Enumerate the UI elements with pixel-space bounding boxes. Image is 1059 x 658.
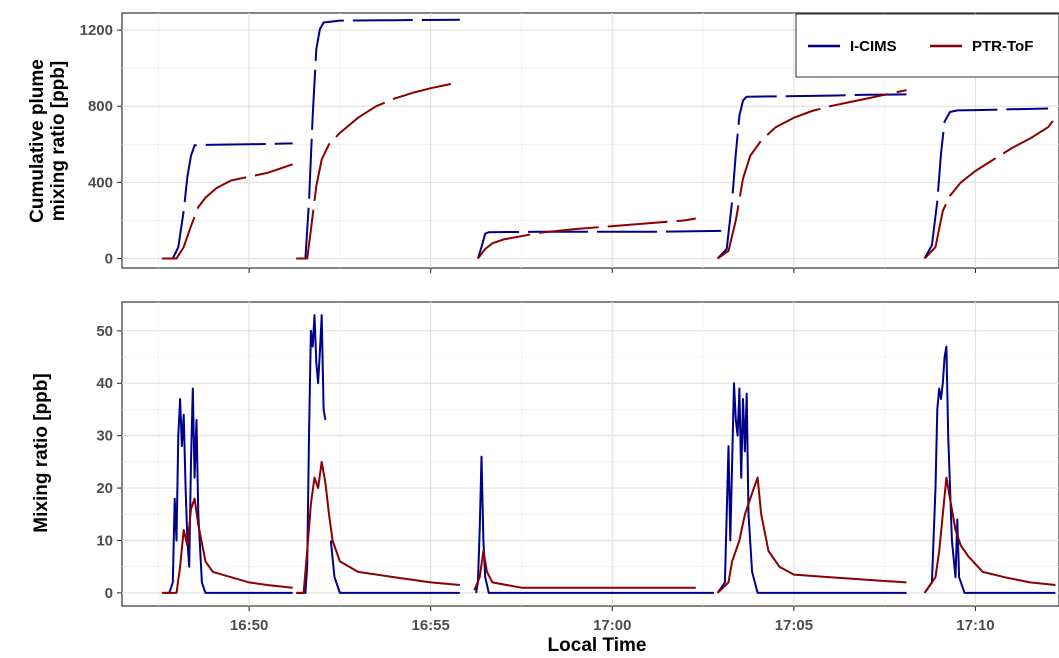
x-tick-label-2: 17:00 [593,617,631,634]
bottom-series-ptr-tof-segment-0 [161,497,293,594]
bottom-panel-series [161,314,1056,594]
bottom-series-i-cims-segment-2 [329,540,460,594]
top-y-axis-title-line2: mixing ratio [ppb] [48,61,69,221]
top-series-i-cims-segment-0 [161,142,293,260]
x-axis-title: Local Time [548,635,647,656]
bottom-y-tick-label-4: 40 [96,375,113,392]
top-series-i-cims-segment-1 [296,18,460,260]
bottom-series-ptr-tof-segment-1 [296,460,460,594]
bottom-y-tick-label-0: 0 [105,585,113,602]
top-y-tick-label-1: 400 [88,174,113,191]
top-y-tick-label-0: 0 [105,250,113,267]
legend: I-CIMS PTR-ToF [795,13,1059,78]
top-series-ptr-tof-segment-4 [923,117,1057,260]
bottom-y-tick-label-2: 20 [96,480,113,497]
legend-label-ptr-tof: PTR-ToF [972,38,1033,55]
top-panel: 0 400 800 1200 Cumulative plume mixing rati… [27,12,1059,273]
bottom-y-tick-label-3: 30 [96,428,113,445]
x-axis-ticks: 16:50 16:55 17:00 17:05 17:10 [230,617,995,634]
bottom-panel-y-ticks: 0 10 20 30 40 50 [96,323,977,611]
top-panel-grid [122,13,1059,268]
bottom-series-i-cims-segment-1 [296,314,327,594]
x-tick-label-3: 17:05 [775,617,813,634]
top-y-tick-label-3: 1200 [80,22,113,39]
top-panel-series [161,18,1057,260]
bottom-y-tick-label-5: 50 [96,323,113,340]
top-series-ptr-tof-segment-3 [717,89,907,260]
x-tick-label-1: 16:55 [412,617,450,634]
bottom-series-i-cims-segment-4 [716,382,907,594]
bottom-series-i-cims-segment-5 [923,345,1056,594]
top-panel-y-ticks: 0 400 800 1200 [80,22,977,273]
top-series-ptr-tof-segment-0 [161,163,294,260]
bottom-y-tick-label-1: 10 [96,532,113,549]
top-series-i-cims-segment-4 [923,107,1049,259]
top-y-tick-label-2: 800 [88,98,113,115]
bottom-panel-border [121,301,1059,607]
x-tick-label-4: 17:10 [956,617,994,634]
bottom-series-i-cims-segment-3 [475,455,714,594]
bottom-series-ptr-tof-segment-3 [716,476,907,594]
bottom-panel-grid [122,302,1059,606]
top-series-ptr-tof-segment-2 [477,217,696,260]
bottom-y-axis-title: Mixing ratio [ppb] [31,373,52,532]
legend-label-i-cims: I-CIMS [850,38,897,55]
top-panel-border [121,12,1059,269]
bottom-series-i-cims-segment-0 [163,387,293,594]
top-series-i-cims-segment-2 [476,229,722,259]
top-series-i-cims-segment-3 [716,93,907,260]
bottom-series-ptr-tof-segment-2 [473,550,696,591]
x-tick-label-0: 16:50 [230,617,268,634]
top-series-ptr-tof-segment-1 [296,80,461,260]
bottom-series-ptr-tof-segment-4 [923,476,1056,594]
top-y-axis-title-line1: Cumulative plume [27,59,48,223]
